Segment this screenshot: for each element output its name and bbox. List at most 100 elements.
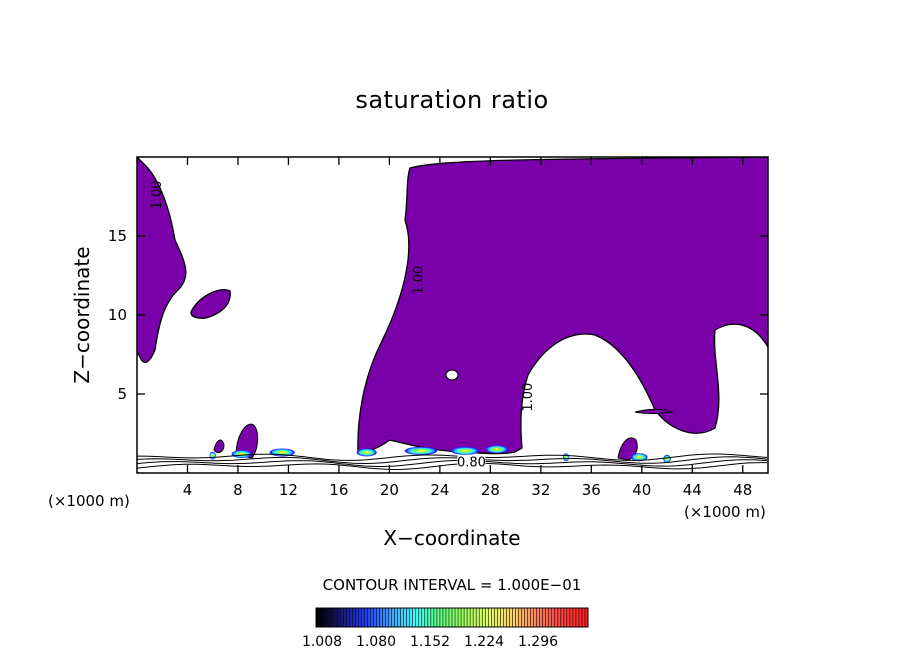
saturation-spot <box>211 454 214 457</box>
colorbar-cell <box>421 608 425 627</box>
x-tick-label: 40 <box>632 481 651 499</box>
colorbar-cell <box>448 608 452 627</box>
colorbar-cell <box>479 608 483 627</box>
colorbar-cell <box>382 608 386 627</box>
colorbar-cell <box>334 608 338 627</box>
colorbar-cell <box>500 608 504 627</box>
contour-interval-label: CONTOUR INTERVAL = 1.000E−01 <box>322 576 582 594</box>
saturated-lump-b <box>617 437 638 461</box>
surface-contour-line <box>137 456 768 465</box>
saturated-lump-c <box>634 408 674 414</box>
colorbar-cell <box>566 608 570 627</box>
colorbar-cell <box>530 608 534 627</box>
colorbar-cell <box>424 608 428 627</box>
colorbar-cell <box>572 608 576 627</box>
colorbar-cell <box>512 608 516 627</box>
y-tick-label: 10 <box>108 306 127 324</box>
colorbar-cell <box>436 608 440 627</box>
unsaturated-hole <box>445 369 459 381</box>
colorbar-cell <box>325 608 329 627</box>
contour-label: 0.80 <box>457 456 486 471</box>
colorbar-cell <box>406 608 410 627</box>
colorbar-cell <box>524 608 528 627</box>
colorbar-cell <box>388 608 392 627</box>
colorbar-cell <box>346 608 350 627</box>
surface-contour-lines <box>137 453 768 471</box>
colorbar-cell <box>367 608 371 627</box>
surface-contour-line <box>137 459 768 467</box>
colorbar-cell <box>575 608 579 627</box>
colorbar-cell <box>494 608 498 627</box>
colorbar-cell <box>560 608 564 627</box>
colorbar-cell <box>554 608 558 627</box>
colorbar-cell <box>551 608 555 627</box>
colorbar-cell <box>539 608 543 627</box>
colorbar-cell <box>476 608 480 627</box>
colorbar-cell <box>445 608 449 627</box>
colorbar-cell <box>581 608 585 627</box>
contour-label: 1.00 <box>411 266 426 295</box>
x-tick-label: 32 <box>531 481 550 499</box>
colorbar-cell <box>355 608 359 627</box>
x-tick-label: 36 <box>582 481 601 499</box>
surface-contour-line <box>137 462 767 471</box>
colorbar-cell <box>379 608 383 627</box>
x-tick-label: 48 <box>733 481 752 499</box>
colorbar: 1.008 1.080 1.152 1.224 1.296 <box>302 607 589 650</box>
saturated-region-left <box>137 157 187 363</box>
colorbar-cell <box>349 608 353 627</box>
colorbar-cell <box>340 608 344 627</box>
x-axis: 4 8 12 16 20 24 28 32 36 40 44 48 <box>183 157 752 499</box>
colorbar-cell <box>491 608 495 627</box>
colorbar-cell <box>515 608 519 627</box>
colorbar-cell <box>370 608 374 627</box>
saturation-spot <box>461 449 470 452</box>
saturated-lump-a <box>235 423 259 459</box>
colorbar-cell <box>485 608 489 627</box>
colorbar-tick-label: 1.080 <box>356 634 396 650</box>
colorbar-cell <box>430 608 434 627</box>
x-tick-label: 16 <box>329 481 348 499</box>
colorbar-cell <box>442 608 446 627</box>
colorbar-cell <box>521 608 525 627</box>
colorbar-cell <box>358 608 362 627</box>
colorbar-tick-label: 1.152 <box>410 634 450 650</box>
colorbar-cell <box>331 608 335 627</box>
colorbar-cell <box>557 608 561 627</box>
saturation-spot <box>565 456 568 459</box>
colorbar-cell <box>488 608 492 627</box>
colorbar-cell <box>458 608 462 627</box>
colorbar-cell <box>563 608 567 627</box>
colorbar-cell <box>373 608 377 627</box>
x-axis-label: X−coordinate <box>383 526 521 550</box>
colorbar-cell <box>415 608 419 627</box>
colorbar-cell <box>548 608 552 627</box>
surface-contour-line <box>137 453 768 461</box>
colorbar-cell <box>542 608 546 627</box>
colorbar-cell <box>461 608 465 627</box>
colorbar-cell <box>403 608 407 627</box>
x-tick-label: 8 <box>233 481 243 499</box>
colorbar-cell <box>569 608 573 627</box>
colorbar-cell <box>394 608 398 627</box>
colorbar-tick-label: 1.008 <box>302 634 342 650</box>
colorbar-cell <box>352 608 356 627</box>
contour-label: 1.00 <box>521 383 536 412</box>
colorbar-cell <box>322 608 326 627</box>
saturation-spot <box>416 449 426 452</box>
colorbar-cell <box>412 608 416 627</box>
colorbar-cell <box>418 608 422 627</box>
x-tick-label: 20 <box>380 481 399 499</box>
colorbar-cell <box>506 608 510 627</box>
saturation-spot <box>363 451 370 454</box>
colorbar-cell <box>343 608 347 627</box>
colorbar-cell <box>536 608 540 627</box>
x-tick-label: 28 <box>481 481 500 499</box>
colorbar-frame <box>315 607 589 628</box>
colorbar-cell <box>464 608 468 627</box>
colorbar-cell <box>376 608 380 627</box>
saturation-spot <box>493 448 500 451</box>
saturated-lump-d <box>213 439 225 453</box>
x-tick-label: 24 <box>430 481 449 499</box>
